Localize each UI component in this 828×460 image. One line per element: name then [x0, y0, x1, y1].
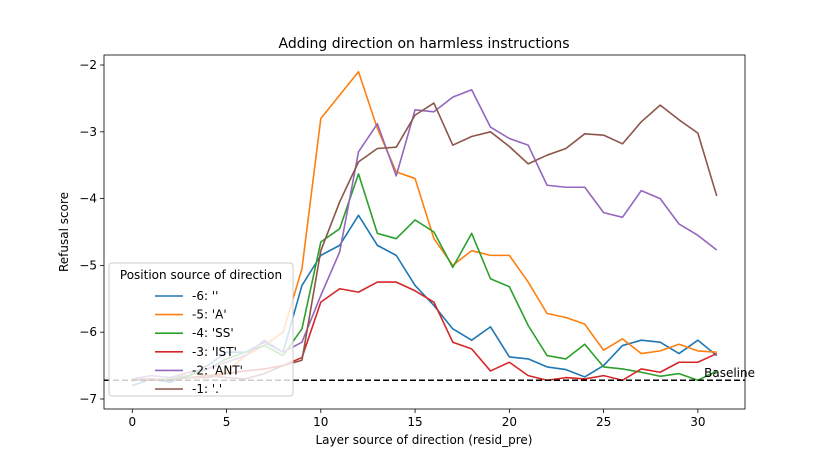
x-axis-label: Layer source of direction (resid_pre) [315, 433, 532, 447]
legend-entry: -3: 'IST' [192, 345, 237, 359]
legend-entry: -4: 'SS' [192, 326, 234, 340]
legend-entry: -6: '' [192, 289, 218, 303]
legend-items: -6: '' -5: 'A' -4: 'SS' -3: 'IST' -2: 'ANT' -… [155, 289, 243, 396]
y-axis: −7 −6 −5 −4 −3 −2 [79, 58, 104, 406]
x-tick-label: 25 [596, 415, 611, 429]
y-tick-label: −7 [79, 392, 97, 406]
axes-frame [103, 54, 746, 410]
y-tick-label: −4 [79, 192, 97, 206]
x-tick-label: 5 [223, 415, 231, 429]
legend: Position source of direction -6: '' -5: '… [108, 262, 294, 397]
legend-title: Position source of direction [120, 268, 282, 282]
x-tick-label: 20 [502, 415, 517, 429]
legend-entry: -5: 'A' [192, 308, 227, 322]
x-axis: 0 5 10 15 20 25 30 [128, 409, 706, 429]
x-tick-label: 0 [128, 415, 136, 429]
legend-entry: -2: 'ANT' [192, 363, 243, 377]
x-tick-label: 15 [407, 415, 422, 429]
legend-entry: -1: '.' [192, 382, 222, 396]
y-tick-label: −2 [79, 58, 97, 72]
baseline-label: Baseline [704, 366, 755, 380]
x-tick-label: 10 [313, 415, 328, 429]
y-tick-label: −3 [79, 125, 97, 139]
y-axis-label: Refusal score [57, 192, 71, 272]
y-tick-label: −5 [79, 258, 97, 272]
y-tick-label: −6 [79, 325, 97, 339]
chart-title: Adding direction on harmless instruction… [278, 36, 569, 52]
x-tick-label: 30 [690, 415, 705, 429]
